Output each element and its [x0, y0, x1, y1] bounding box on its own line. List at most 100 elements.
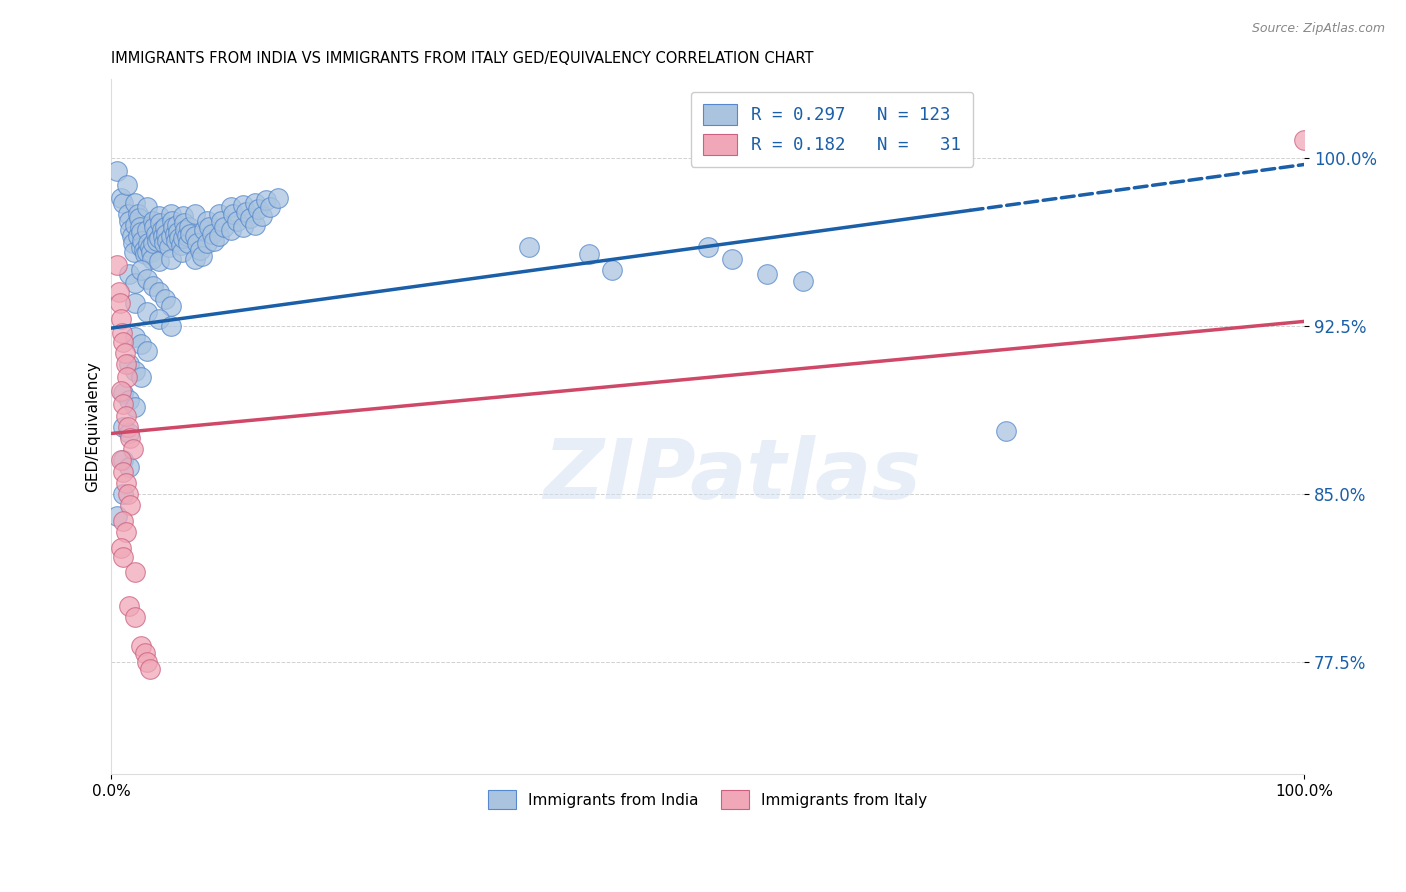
- Point: [174, 222, 197, 236]
- Point: [143, 220, 166, 235]
- Point: [792, 274, 814, 288]
- Point: [136, 244, 159, 259]
- Point: [150, 222, 173, 236]
- Point: [128, 211, 150, 226]
- Point: [148, 285, 170, 300]
- Point: [148, 231, 170, 245]
- Point: [105, 509, 128, 524]
- Point: [235, 204, 257, 219]
- Point: [112, 386, 135, 401]
- Point: [117, 207, 139, 221]
- Point: [155, 227, 177, 241]
- Point: [127, 229, 149, 244]
- Point: [112, 549, 135, 564]
- Point: [110, 191, 132, 205]
- Point: [136, 272, 159, 286]
- Point: [169, 238, 191, 252]
- Point: [198, 220, 221, 235]
- Point: [256, 194, 278, 208]
- Point: [208, 229, 231, 244]
- Point: [110, 384, 132, 398]
- Point: [141, 252, 163, 266]
- Point: [124, 195, 146, 210]
- Point: [124, 330, 146, 344]
- Point: [134, 247, 156, 261]
- Point: [177, 235, 200, 250]
- Point: [160, 229, 183, 244]
- Point: [176, 229, 198, 244]
- Point: [114, 357, 136, 371]
- Point: [153, 292, 176, 306]
- Point: [145, 234, 167, 248]
- Point: [138, 240, 160, 254]
- Point: [517, 240, 540, 254]
- Point: [250, 209, 273, 223]
- Point: [153, 220, 176, 235]
- Point: [212, 220, 235, 235]
- Point: [243, 195, 266, 210]
- Point: [172, 231, 194, 245]
- Point: [112, 487, 135, 501]
- Point: [167, 225, 190, 239]
- Point: [165, 234, 187, 248]
- Y-axis label: GED/Equivalency: GED/Equivalency: [86, 361, 100, 492]
- Point: [219, 222, 242, 236]
- Point: [153, 235, 176, 250]
- Point: [132, 243, 155, 257]
- Point: [114, 475, 136, 490]
- Point: [173, 216, 195, 230]
- Point: [122, 244, 145, 259]
- Point: [152, 229, 174, 244]
- Point: [117, 419, 139, 434]
- Point: [177, 220, 200, 235]
- Point: [142, 278, 165, 293]
- Point: [696, 240, 718, 254]
- Point: [160, 252, 183, 266]
- Point: [118, 599, 141, 613]
- Legend: Immigrants from India, Immigrants from Italy: Immigrants from India, Immigrants from I…: [482, 784, 934, 815]
- Point: [139, 244, 162, 259]
- Point: [118, 426, 141, 441]
- Point: [172, 209, 194, 223]
- Point: [124, 610, 146, 624]
- Point: [219, 200, 242, 214]
- Point: [124, 277, 146, 291]
- Point: [170, 244, 193, 259]
- Point: [188, 243, 211, 257]
- Point: [756, 268, 779, 282]
- Point: [118, 213, 141, 227]
- Point: [112, 453, 135, 467]
- Point: [202, 234, 225, 248]
- Point: [112, 514, 135, 528]
- Point: [115, 178, 138, 192]
- Point: [124, 400, 146, 414]
- Point: [169, 231, 191, 245]
- Point: [142, 235, 165, 250]
- Point: [578, 247, 600, 261]
- Point: [114, 524, 136, 539]
- Point: [267, 191, 290, 205]
- Point: [222, 207, 245, 221]
- Point: [232, 220, 254, 235]
- Point: [105, 164, 128, 178]
- Point: [179, 227, 201, 241]
- Point: [129, 240, 152, 254]
- Point: [156, 234, 179, 248]
- Text: IMMIGRANTS FROM INDIA VS IMMIGRANTS FROM ITALY GED/EQUIVALENCY CORRELATION CHART: IMMIGRANTS FROM INDIA VS IMMIGRANTS FROM…: [111, 51, 814, 66]
- Point: [114, 409, 136, 423]
- Point: [184, 229, 207, 244]
- Point: [129, 263, 152, 277]
- Point: [720, 252, 742, 266]
- Point: [191, 249, 214, 263]
- Point: [184, 207, 207, 221]
- Point: [138, 662, 160, 676]
- Point: [166, 218, 188, 232]
- Point: [148, 209, 170, 223]
- Point: [118, 392, 141, 407]
- Point: [120, 431, 142, 445]
- Text: ZIPatlas: ZIPatlas: [543, 435, 921, 516]
- Point: [995, 424, 1018, 438]
- Point: [111, 326, 134, 340]
- Point: [110, 312, 132, 326]
- Point: [136, 200, 159, 214]
